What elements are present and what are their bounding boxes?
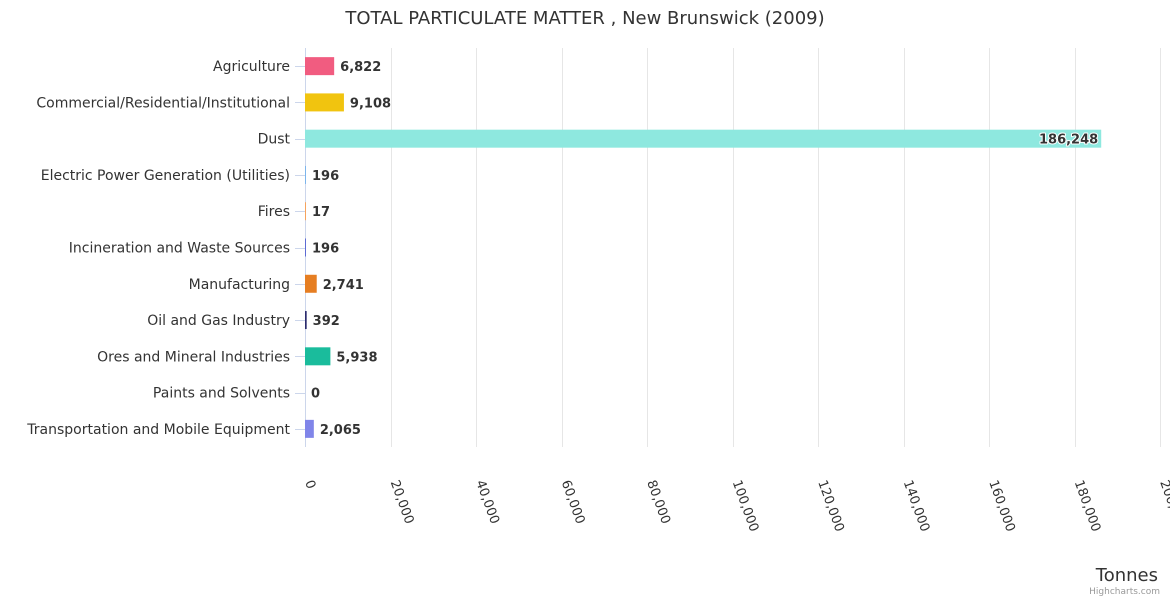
chart-title: TOTAL PARTICULATE MATTER , New Brunswick… [344,8,824,29]
tick-label: 140,000 [900,478,932,534]
data-label: 0 [311,387,320,402]
bar[interactable] [305,93,344,112]
category-label: Manufacturing [189,277,290,293]
tick-label: 100,000 [729,478,761,534]
data-label: 196 [312,169,339,184]
tick-label: 160,000 [985,478,1017,534]
data-label: 196 [312,242,339,257]
data-label: 2,741 [323,278,364,293]
bar[interactable] [305,347,331,366]
data-label: 6,822 [340,60,381,75]
data-label: 5,938 [336,350,377,365]
data-label: 392 [313,314,340,329]
bar[interactable] [305,238,306,257]
bar[interactable] [305,274,317,293]
bar[interactable] [305,419,314,438]
data-label: 9,108 [350,96,391,111]
tick-label: 200,000 [1156,478,1170,534]
tick-label: 60,000 [558,478,588,526]
category-label: Dust [258,132,291,148]
tick-label: 80,000 [643,478,673,526]
value-axis-title: Tonnes [1095,565,1158,586]
bar[interactable] [305,202,306,221]
bar-series [305,57,1102,438]
tick-label: 0 [301,478,318,491]
data-label: 17 [312,205,330,220]
tick-label: 20,000 [387,478,417,526]
gridlines [295,48,1161,447]
category-label: Incineration and Waste Sources [69,241,290,257]
category-label: Paints and Solvents [153,386,290,402]
category-label: Electric Power Generation (Utilities) [41,168,290,184]
category-label: Ores and Mineral Industries [97,349,290,365]
category-label: Transportation and Mobile Equipment [26,422,290,438]
data-label: 186,248 [1039,133,1098,148]
category-label: Oil and Gas Industry [147,313,290,329]
tick-label: 40,000 [472,478,502,526]
category-label: Commercial/Residential/Institutional [36,95,290,111]
data-label: 2,065 [320,423,361,438]
credits-link[interactable]: Highcharts.com [1089,587,1160,597]
category-label: Fires [258,204,290,220]
bar[interactable] [305,165,306,184]
data-labels: 6,822 9,108 186,248 196 17 196 2,741 392 5,938 0 2… [310,59,1099,439]
tick-label: 180,000 [1071,478,1103,534]
bar[interactable] [305,57,335,76]
bar[interactable] [305,129,1102,148]
x-axis-tick-labels: 0 20,000 40,000 60,000 80,000 100,000 120,000 1… [301,478,1170,534]
bar[interactable] [305,311,307,330]
category-label: Agriculture [213,59,290,75]
category-labels: Agriculture Commercial/Residential/Instit… [26,59,290,438]
tick-label: 120,000 [814,478,846,534]
